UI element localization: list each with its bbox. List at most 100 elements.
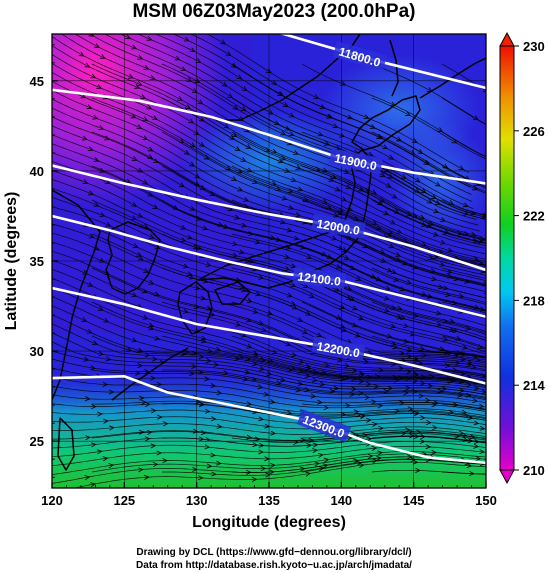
wind-arrowhead [473, 420, 480, 426]
wind-arrowhead [292, 150, 299, 155]
contour-label-group: 12100.0 [292, 266, 347, 290]
wind-streamline [52, 161, 486, 319]
wind-streamline [91, 400, 486, 419]
wind-arrowhead [463, 210, 469, 216]
wind-arrowhead [458, 165, 465, 171]
wind-arrowhead [150, 375, 156, 381]
wind-arrowhead [238, 249, 245, 255]
wind-arrowhead [317, 452, 324, 458]
wind-arrowhead [252, 309, 259, 314]
wind-arrowhead [185, 104, 191, 110]
wind-arrowhead [335, 263, 342, 269]
wind-arrowhead [308, 293, 315, 298]
wind-arrowhead [358, 370, 365, 376]
wind-arrowhead [340, 80, 347, 86]
wind-arrowhead [141, 399, 147, 405]
wind-arrowhead [182, 263, 189, 269]
colorbar-tick-label: 214 [523, 378, 545, 393]
wind-arrowhead [90, 73, 97, 79]
wind-arrowhead [163, 421, 169, 427]
wind-arrowhead [334, 186, 341, 192]
wind-arrowhead [472, 353, 479, 359]
wind-arrowhead [448, 409, 454, 415]
wind-arrowhead [88, 233, 95, 239]
wind-arrowhead [383, 210, 390, 216]
wind-arrowhead [362, 243, 368, 249]
wind-arrowhead [343, 169, 350, 174]
wind-arrowhead [394, 408, 401, 414]
wind-arrowhead [216, 460, 222, 466]
credit-drawing: Drawing by DCL (https://www.gfd−dennou.o… [136, 547, 412, 558]
wind-arrowhead [204, 444, 211, 450]
wind-arrowhead [240, 332, 247, 338]
wind-arrowhead [174, 55, 181, 61]
wind-arrowhead [326, 254, 333, 259]
wind-arrowhead [205, 436, 211, 443]
wind-arrowhead [449, 318, 455, 324]
wind-streamline [91, 165, 486, 312]
x-axis-label: Longitude (degrees) [192, 514, 346, 531]
wind-arrowhead [400, 431, 407, 437]
wind-arrowhead [358, 463, 365, 469]
wind-arrowhead [371, 220, 378, 225]
wind-arrowhead [138, 429, 145, 435]
wind-arrowhead [285, 244, 292, 250]
wind-arrowhead [390, 269, 397, 275]
wind-arrowhead [414, 187, 421, 193]
wind-arrowhead [198, 354, 205, 360]
wind-arrowhead [142, 223, 149, 229]
wind-streamline [371, 435, 486, 443]
wind-arrowhead [388, 154, 395, 160]
wind-arrowhead [413, 356, 420, 362]
wind-arrowhead [389, 219, 396, 225]
wind-arrowhead [446, 269, 453, 274]
wind-streamline [52, 80, 486, 266]
wind-arrowhead [268, 357, 274, 363]
wind-arrowhead [97, 411, 103, 417]
wind-arrowhead [266, 371, 273, 377]
wind-arrowhead [136, 81, 143, 86]
wind-arrowhead [420, 415, 426, 421]
wind-arrowhead [203, 154, 210, 160]
wind-streamline [441, 471, 486, 475]
wind-arrowhead [382, 144, 389, 150]
wind-arrowhead [130, 215, 137, 220]
wind-arrowhead [235, 277, 242, 282]
wind-arrowhead [419, 438, 426, 445]
wind-arrowhead [434, 200, 441, 205]
wind-arrowhead [442, 336, 449, 342]
wind-arrowhead [364, 395, 371, 401]
wind-streamline [441, 403, 486, 411]
wind-arrowhead [399, 400, 405, 406]
wind-arrowhead [385, 232, 392, 237]
wind-arrowhead [343, 255, 350, 260]
wind-streamline [91, 199, 486, 339]
wind-arrowhead [240, 157, 247, 162]
wind-arrowhead [457, 392, 463, 398]
wind-arrowhead [411, 264, 418, 270]
wind-arrowhead [437, 127, 444, 133]
wind-arrowhead [349, 296, 356, 301]
wind-arrowhead [258, 442, 265, 448]
contour-label-bg [311, 336, 366, 362]
wind-arrowhead [93, 0, 98, 4]
wind-arrowhead [434, 181, 441, 187]
wind-arrowhead [104, 135, 111, 141]
wind-arrowhead [202, 278, 209, 284]
wind-arrowhead [479, 425, 486, 431]
wind-arrowhead [78, 8, 83, 12]
wind-arrowhead [258, 274, 265, 280]
wind-arrowhead [288, 112, 295, 118]
wind-arrowhead [216, 423, 223, 429]
wind-arrowhead [491, 298, 496, 302]
wind-arrowhead [90, 442, 97, 448]
wind-streamline [74, 34, 479, 226]
wind-arrowhead [251, 179, 258, 184]
wind-arrowhead [321, 199, 328, 204]
wind-arrowhead [443, 229, 450, 235]
wind-streamline [301, 131, 486, 216]
wind-arrowhead [200, 295, 207, 301]
wind-arrowhead [454, 433, 461, 439]
wind-arrowhead [279, 377, 286, 383]
wind-arrowhead [138, 395, 145, 401]
